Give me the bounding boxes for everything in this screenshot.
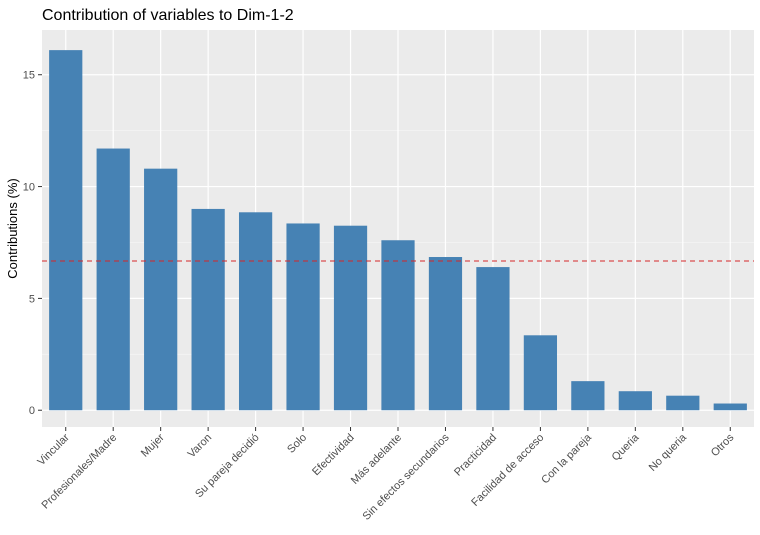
- bar: [381, 240, 415, 411]
- x-tick-label: Vincular: [35, 431, 72, 468]
- bar: [144, 168, 178, 411]
- bars: [49, 50, 747, 411]
- bar: [523, 335, 558, 411]
- bar: [713, 403, 747, 411]
- x-tick-label: Sin efectos secundarios: [361, 431, 452, 522]
- x-tick-label: Practicidad: [452, 432, 499, 479]
- y-tick-label: 5: [29, 293, 35, 305]
- y-tick-label: 10: [23, 182, 35, 194]
- bar: [571, 381, 605, 411]
- x-tick-label: Varon: [186, 432, 215, 461]
- x-tick-label: Efectividad: [310, 432, 357, 479]
- bar: [333, 225, 368, 411]
- chart-title: Contribution of variables to Dim-1-2: [42, 7, 294, 24]
- bar: [191, 208, 225, 411]
- y-tick-label: 15: [23, 70, 35, 82]
- x-tick-label: Queria: [610, 431, 642, 463]
- bar: [286, 223, 320, 411]
- y-axis-label: Contributions (%): [5, 178, 20, 278]
- bar: [666, 395, 700, 411]
- y-axis-ticks: 0 5 10 15: [23, 70, 42, 417]
- bar: [476, 267, 510, 411]
- y-tick-label: 0: [29, 405, 35, 417]
- bar: [238, 212, 273, 411]
- x-tick-label: Otros: [709, 431, 737, 459]
- bar: [96, 148, 130, 411]
- bar: [428, 257, 463, 411]
- x-tick-label: Con la pareja: [539, 431, 594, 486]
- bar: [49, 50, 83, 411]
- x-tick-label: Mujer: [139, 431, 167, 459]
- x-tick-label: Solo: [285, 432, 309, 456]
- x-tick-label: No queria: [647, 431, 690, 474]
- bar: [618, 391, 652, 411]
